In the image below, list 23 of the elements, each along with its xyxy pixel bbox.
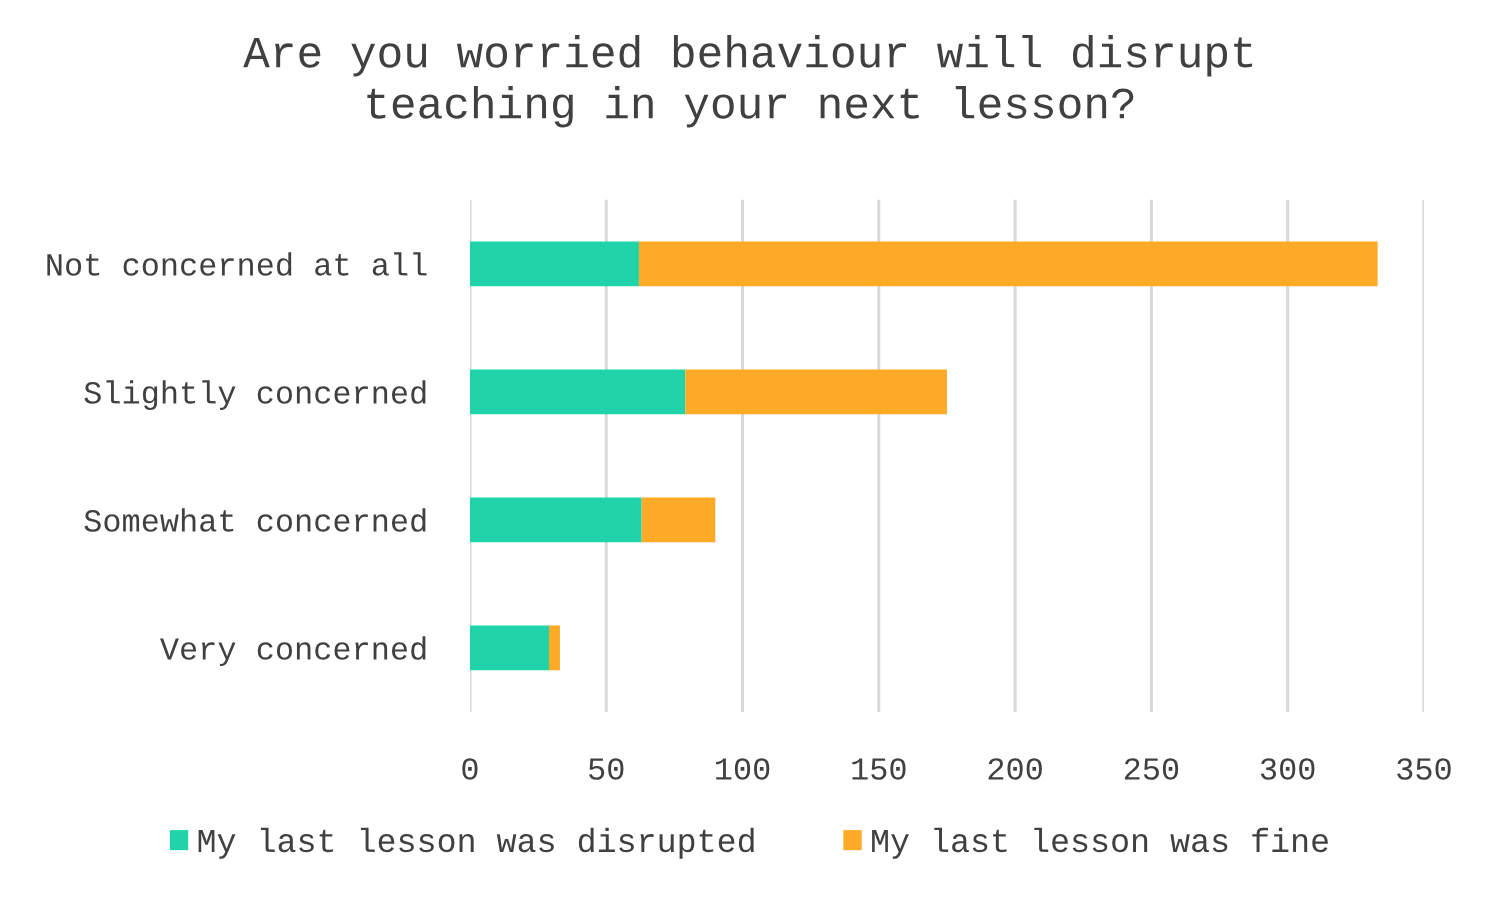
bar (469, 625, 549, 671)
bar (685, 369, 947, 415)
bar (469, 497, 642, 543)
bar (641, 497, 716, 543)
legend-label: My last lesson was disrupted (198, 827, 754, 859)
x-tick-label: 100 (716, 758, 770, 780)
x-tick-label: 250 (1124, 758, 1179, 780)
chart-title: Are you worried behaviour will disrupt teaching in your next lesson? (243, 35, 1253, 128)
x-tick-label: 0 (462, 758, 478, 780)
y-tick-label: Very concerned (160, 636, 426, 667)
x-tick-label: 300 (1260, 758, 1315, 780)
bar (638, 241, 1378, 287)
y-tick-label: Not concerned at all (47, 252, 427, 276)
bar (469, 241, 639, 287)
legend-label: My last lesson was fine (872, 827, 1328, 859)
x-tick-label: 150 (852, 758, 906, 780)
x-tick-label: 50 (589, 758, 624, 780)
y-tick-label: Somewhat concerned (84, 508, 426, 532)
x-tick-label: 200 (988, 758, 1042, 780)
y-tick-label: Slightly concerned (84, 380, 426, 411)
bar (549, 625, 560, 671)
x-tick-label: 350 (1397, 758, 1451, 780)
bar (469, 369, 686, 415)
